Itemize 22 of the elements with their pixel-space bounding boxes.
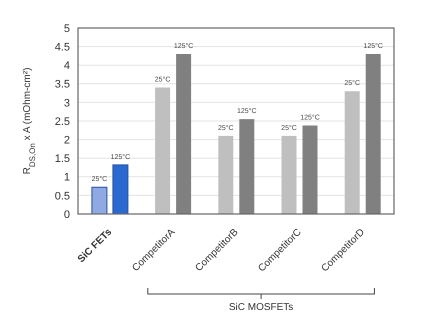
y-tick-label: 5 <box>64 22 70 35</box>
bar <box>282 136 297 214</box>
bar <box>155 88 170 214</box>
y-tick-label: 4 <box>64 60 70 72</box>
y-tick-label: 2 <box>64 134 70 147</box>
y-tick-label: 3.5 <box>54 78 70 91</box>
bar <box>176 54 192 214</box>
y-tick-label: 1 <box>64 172 70 184</box>
y-tick-label: 2.5 <box>54 116 70 128</box>
bar <box>344 91 360 214</box>
bar <box>218 136 234 214</box>
bar <box>112 164 128 214</box>
y-tick-label: 1.5 <box>54 153 70 166</box>
bar <box>91 186 108 214</box>
bar <box>366 54 381 214</box>
y-tick-label: 3 <box>64 97 70 110</box>
y-tick-label: 0 <box>64 208 70 221</box>
bar <box>302 125 318 214</box>
bar <box>239 119 254 214</box>
y-tick-label: 0.5 <box>54 190 70 202</box>
text: SiC MOSFETs <box>228 302 294 313</box>
y-tick-label: 4.5 <box>54 42 70 54</box>
